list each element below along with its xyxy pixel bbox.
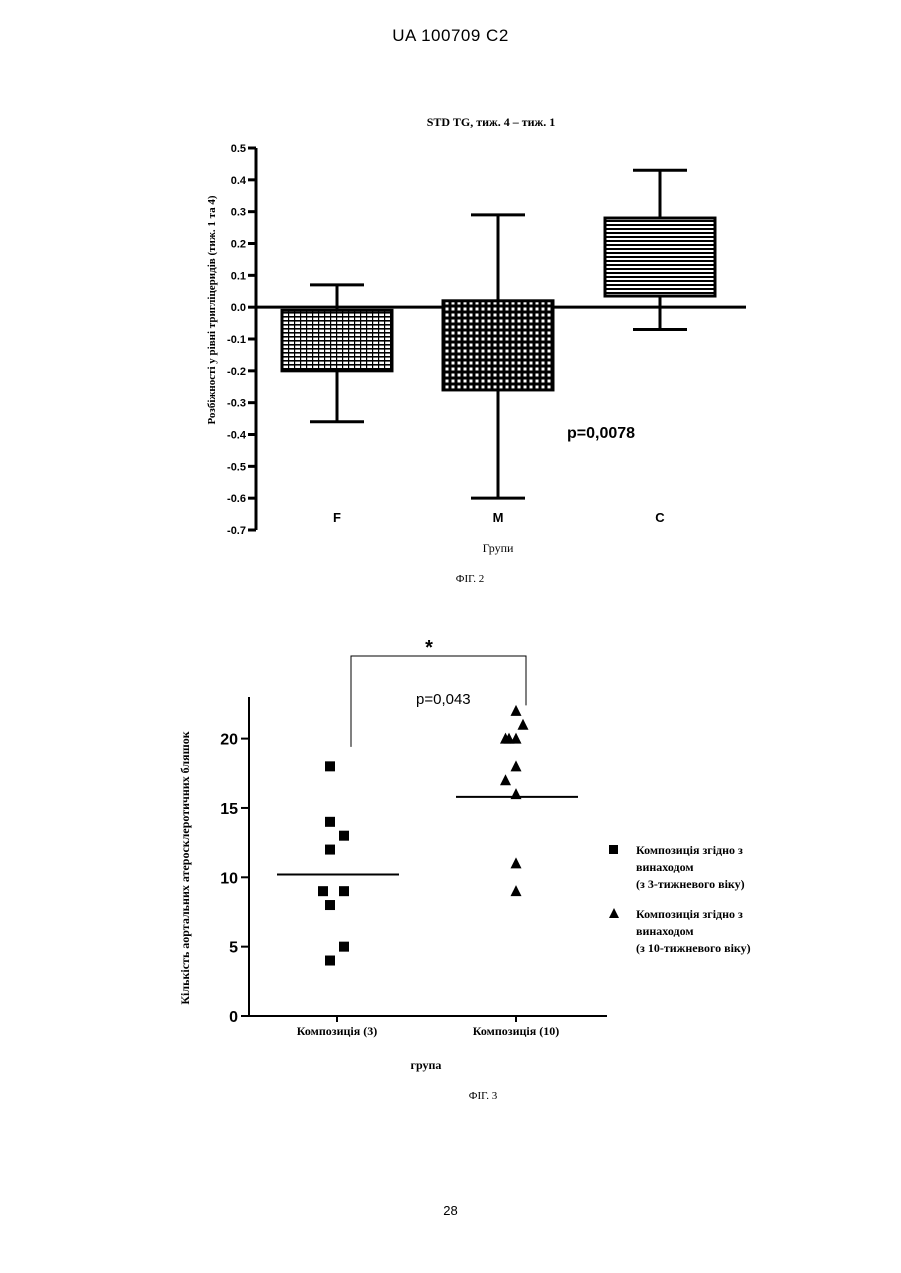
- fig3-y-tick-label: 15: [220, 801, 238, 818]
- fig3-point-square: [325, 845, 335, 855]
- fig3-y-tick-label: 10: [220, 870, 238, 887]
- fig2-y-tick-label: 0.1: [231, 270, 246, 282]
- fig2-caption: ФІГ. 2: [456, 573, 484, 585]
- fig3-point-triangle: [511, 705, 522, 716]
- fig2-y-tick-label: 0.4: [231, 175, 247, 187]
- fig3-x-axis-label: група: [411, 1058, 442, 1072]
- fig2-y-axis-label: Розбіжності у рівні тригліцеридів (тиж. …: [206, 195, 218, 424]
- fig3-y-tick-label: 5: [229, 940, 238, 957]
- fig3-x-tick-label: Композиція (3): [297, 1024, 377, 1038]
- fig2-y-tick-label: -0.7: [227, 525, 246, 537]
- fig3-point-triangle: [511, 760, 522, 771]
- fig2-y-tick-label: 0.0: [231, 302, 246, 314]
- fig3-legend-label: винаходом: [636, 924, 694, 938]
- fig3-point-square: [325, 761, 335, 771]
- fig3-point-triangle: [500, 774, 511, 785]
- fig2-x-axis-label: Групи: [483, 541, 514, 555]
- fig2-y-tick-label: 0.2: [231, 239, 246, 251]
- fig3-plot-area: 0 5 10 15 20 Композиція (3) Композиція (10): [220, 656, 607, 1038]
- fig3-point-square: [339, 886, 349, 896]
- fig3-point-square: [318, 886, 328, 896]
- fig2-x-tick-label: M: [493, 510, 504, 525]
- fig3-y-tick-label: 0: [229, 1009, 238, 1026]
- fig2-y-tick-label: -0.2: [227, 366, 246, 378]
- fig2-title: STD TG, тиж. 4 – тиж. 1: [427, 115, 555, 129]
- fig3-y-tick-label: 20: [220, 732, 238, 749]
- fig2-y-tick-label: -0.4: [227, 430, 247, 442]
- fig3-legend-marker-triangle: [609, 908, 619, 918]
- fig3-legend-label: (з 10-тижневого віку): [636, 941, 751, 955]
- fig3-legend-label: Композиція згідно з: [636, 907, 743, 921]
- fig2-p-value: p=0,0078: [567, 425, 635, 442]
- fig2-x-tick-label: C: [655, 510, 665, 525]
- fig2-box-m: [443, 301, 553, 390]
- fig3-legend-marker-square: [609, 845, 618, 854]
- fig3-x-tick-label: Композиція (10): [473, 1024, 559, 1038]
- fig3-point-triangle: [511, 733, 522, 744]
- fig3-legend-label: (з 3-тижневого віку): [636, 877, 745, 891]
- fig3-legend: Композиція згідно з винаходом (з 3-тижнево…: [609, 843, 751, 955]
- fig2-box-c: [605, 218, 715, 296]
- fig3-point-triangle: [518, 719, 529, 730]
- fig3-point-triangle: [511, 788, 522, 799]
- fig3-point-square: [325, 817, 335, 827]
- fig2-y-tick-label: -0.3: [227, 398, 246, 410]
- fig2-y-tick-label: -0.5: [227, 461, 246, 473]
- fig2-x-tick-label: F: [333, 510, 341, 525]
- fig3-y-axis-label: Кількість аортальних атеросклеротичних б…: [178, 731, 192, 1004]
- fig3-point-square: [339, 831, 349, 841]
- fig3-p-value: p=0,043: [416, 691, 471, 708]
- fig3-point-square: [325, 956, 335, 966]
- fig2-box-f: [282, 310, 392, 370]
- fig3-legend-label: винаходом: [636, 860, 694, 874]
- fig3-point-triangle: [511, 885, 522, 896]
- fig2-plot-area: 0.5 0.4 0.3 0.2 0.1 0.0 -0.1 -0.2 -0.3 -0.4 -0.5 -0…: [227, 143, 746, 537]
- fig2-y-tick-label: -0.1: [227, 334, 246, 346]
- fig2-y-tick-label: 0.5: [231, 143, 246, 155]
- fig3-point-square: [325, 900, 335, 910]
- fig2-y-tick-label: 0.3: [231, 207, 246, 219]
- fig3-point-triangle: [511, 857, 522, 868]
- fig3-point-square: [339, 942, 349, 952]
- fig3-legend-label: Композиція згідно з: [636, 843, 743, 857]
- fig3-caption: ФІГ. 3: [469, 1090, 498, 1102]
- page-number: 28: [0, 1203, 901, 1218]
- fig2-y-tick-label: -0.6: [227, 493, 246, 505]
